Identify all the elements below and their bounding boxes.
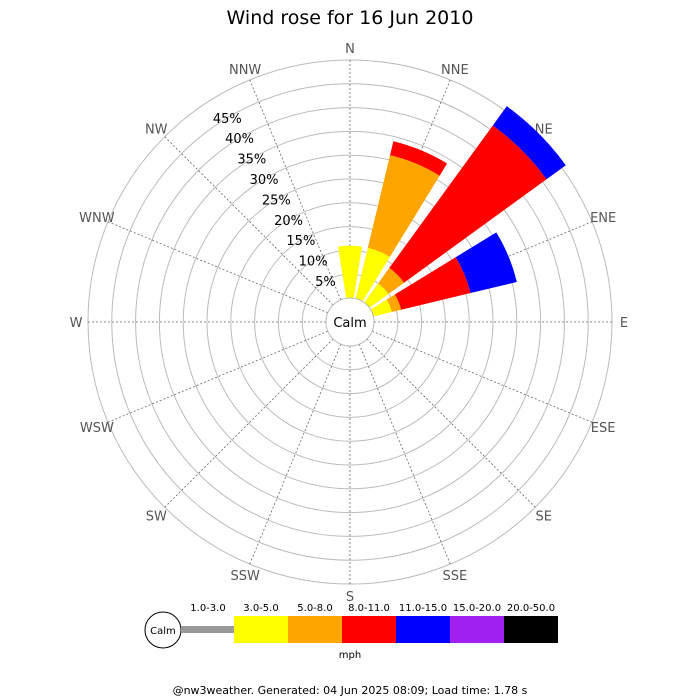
legend-label: 1.0-3.0 — [190, 603, 225, 614]
radial-tick-label: 30% — [250, 173, 279, 188]
bar-ene-11.0-15.0 — [455, 232, 517, 294]
calm-center: Calm — [325, 297, 375, 347]
radial-tick-label: 35% — [237, 153, 266, 168]
calm-label: Calm — [333, 316, 366, 331]
legend-swatch-20.0-50.0 — [504, 616, 558, 643]
bar-ene-5.0-8.0 — [386, 294, 402, 312]
speed-legend: Calm 1.0-3.0 3.0-5.0 5.0-8.0 8.0-11.0 11.0-15… — [144, 603, 558, 661]
direction-label-se: SE — [536, 510, 552, 525]
legend-swatch-5.0-8.0 — [288, 616, 342, 643]
bar-ene-8.0-11.0 — [394, 257, 471, 310]
direction-label-w: W — [70, 316, 83, 331]
footer-text: @nw3weather. Generated: 04 Jun 2025 08:0… — [173, 684, 528, 697]
legend-label: 15.0-20.0 — [453, 603, 501, 614]
grid-ring — [135, 107, 565, 537]
grid-ring — [230, 202, 470, 442]
direction-label-nnw: NNW — [229, 63, 261, 78]
direction-label-ese: ESE — [591, 421, 616, 436]
bar-ne-11.0-15.0 — [492, 106, 566, 180]
direction-label-nw: NW — [145, 122, 168, 137]
percent-labels: 5% 10% 15% 20% 25% 30% 35% 40% 45% — [213, 112, 336, 290]
radial-tick-label: 25% — [262, 193, 291, 208]
direction-label-sse: SSE — [442, 569, 467, 584]
grid-ring — [158, 130, 542, 514]
legend-swatch-15.0-20.0 — [450, 616, 504, 643]
radial-tick-label: 40% — [225, 132, 254, 147]
bar-nne-5.0-8.0 — [367, 155, 440, 257]
direction-label-ssw: SSW — [230, 569, 260, 584]
direction-label-nne: NNE — [441, 63, 469, 78]
legend-swatch-8.0-11.0 — [342, 616, 396, 643]
legend-swatch-11.0-15.0 — [396, 616, 450, 643]
direction-label-n: N — [345, 42, 355, 57]
radial-tick-label: 10% — [299, 255, 328, 270]
legend-label: 5.0-8.0 — [297, 603, 332, 614]
radial-tick-label: 15% — [286, 234, 315, 249]
legend-label: 8.0-11.0 — [348, 603, 390, 614]
bar-nne-3.0-5.0 — [355, 247, 390, 302]
radial-tick-label: 45% — [213, 112, 242, 127]
radial-tick-label: 20% — [274, 214, 303, 229]
legend-calm-label: Calm — [150, 626, 176, 637]
grid-ring — [182, 154, 518, 490]
chart-title: Wind rose for 16 Jun 2010 — [227, 7, 474, 29]
legend-label: 3.0-5.0 — [243, 603, 278, 614]
legend-swatch-1.0-3.0 — [181, 626, 234, 633]
legend-label: 20.0-50.0 — [507, 603, 555, 614]
bar-n-3.0-5.0 — [338, 245, 362, 299]
direction-label-wsw: WSW — [80, 421, 114, 436]
radial-tick-label: 5% — [315, 275, 336, 290]
grid-ring — [206, 178, 494, 466]
bar-ne-5.0-8.0 — [378, 267, 405, 294]
bar-nne-8.0-11.0 — [390, 141, 448, 176]
grid-ring — [254, 226, 446, 418]
legend-swatch-3.0-5.0 — [234, 616, 288, 643]
legend-unit: mph — [339, 650, 361, 661]
direction-label-sw: SW — [146, 510, 167, 525]
direction-label-ne: NE — [535, 122, 553, 137]
direction-label-wnw: WNW — [79, 211, 115, 226]
direction-label-e: E — [620, 316, 628, 331]
bar-ne-3.0-5.0 — [364, 283, 389, 308]
wind-bars — [338, 106, 566, 317]
legend-label: 11.0-15.0 — [399, 603, 447, 614]
direction-label-ene: ENE — [590, 211, 616, 226]
bar-ene-3.0-5.0 — [370, 299, 392, 317]
direction-label-s: S — [346, 590, 354, 605]
direction-labels: N NNE NE ENE E ESE SE SSE S SSW SW WSW W WNW NW NNW — [70, 42, 629, 605]
bar-ne-8.0-11.0 — [389, 125, 547, 283]
calm-circle — [325, 297, 375, 347]
grid-ring — [111, 83, 589, 561]
